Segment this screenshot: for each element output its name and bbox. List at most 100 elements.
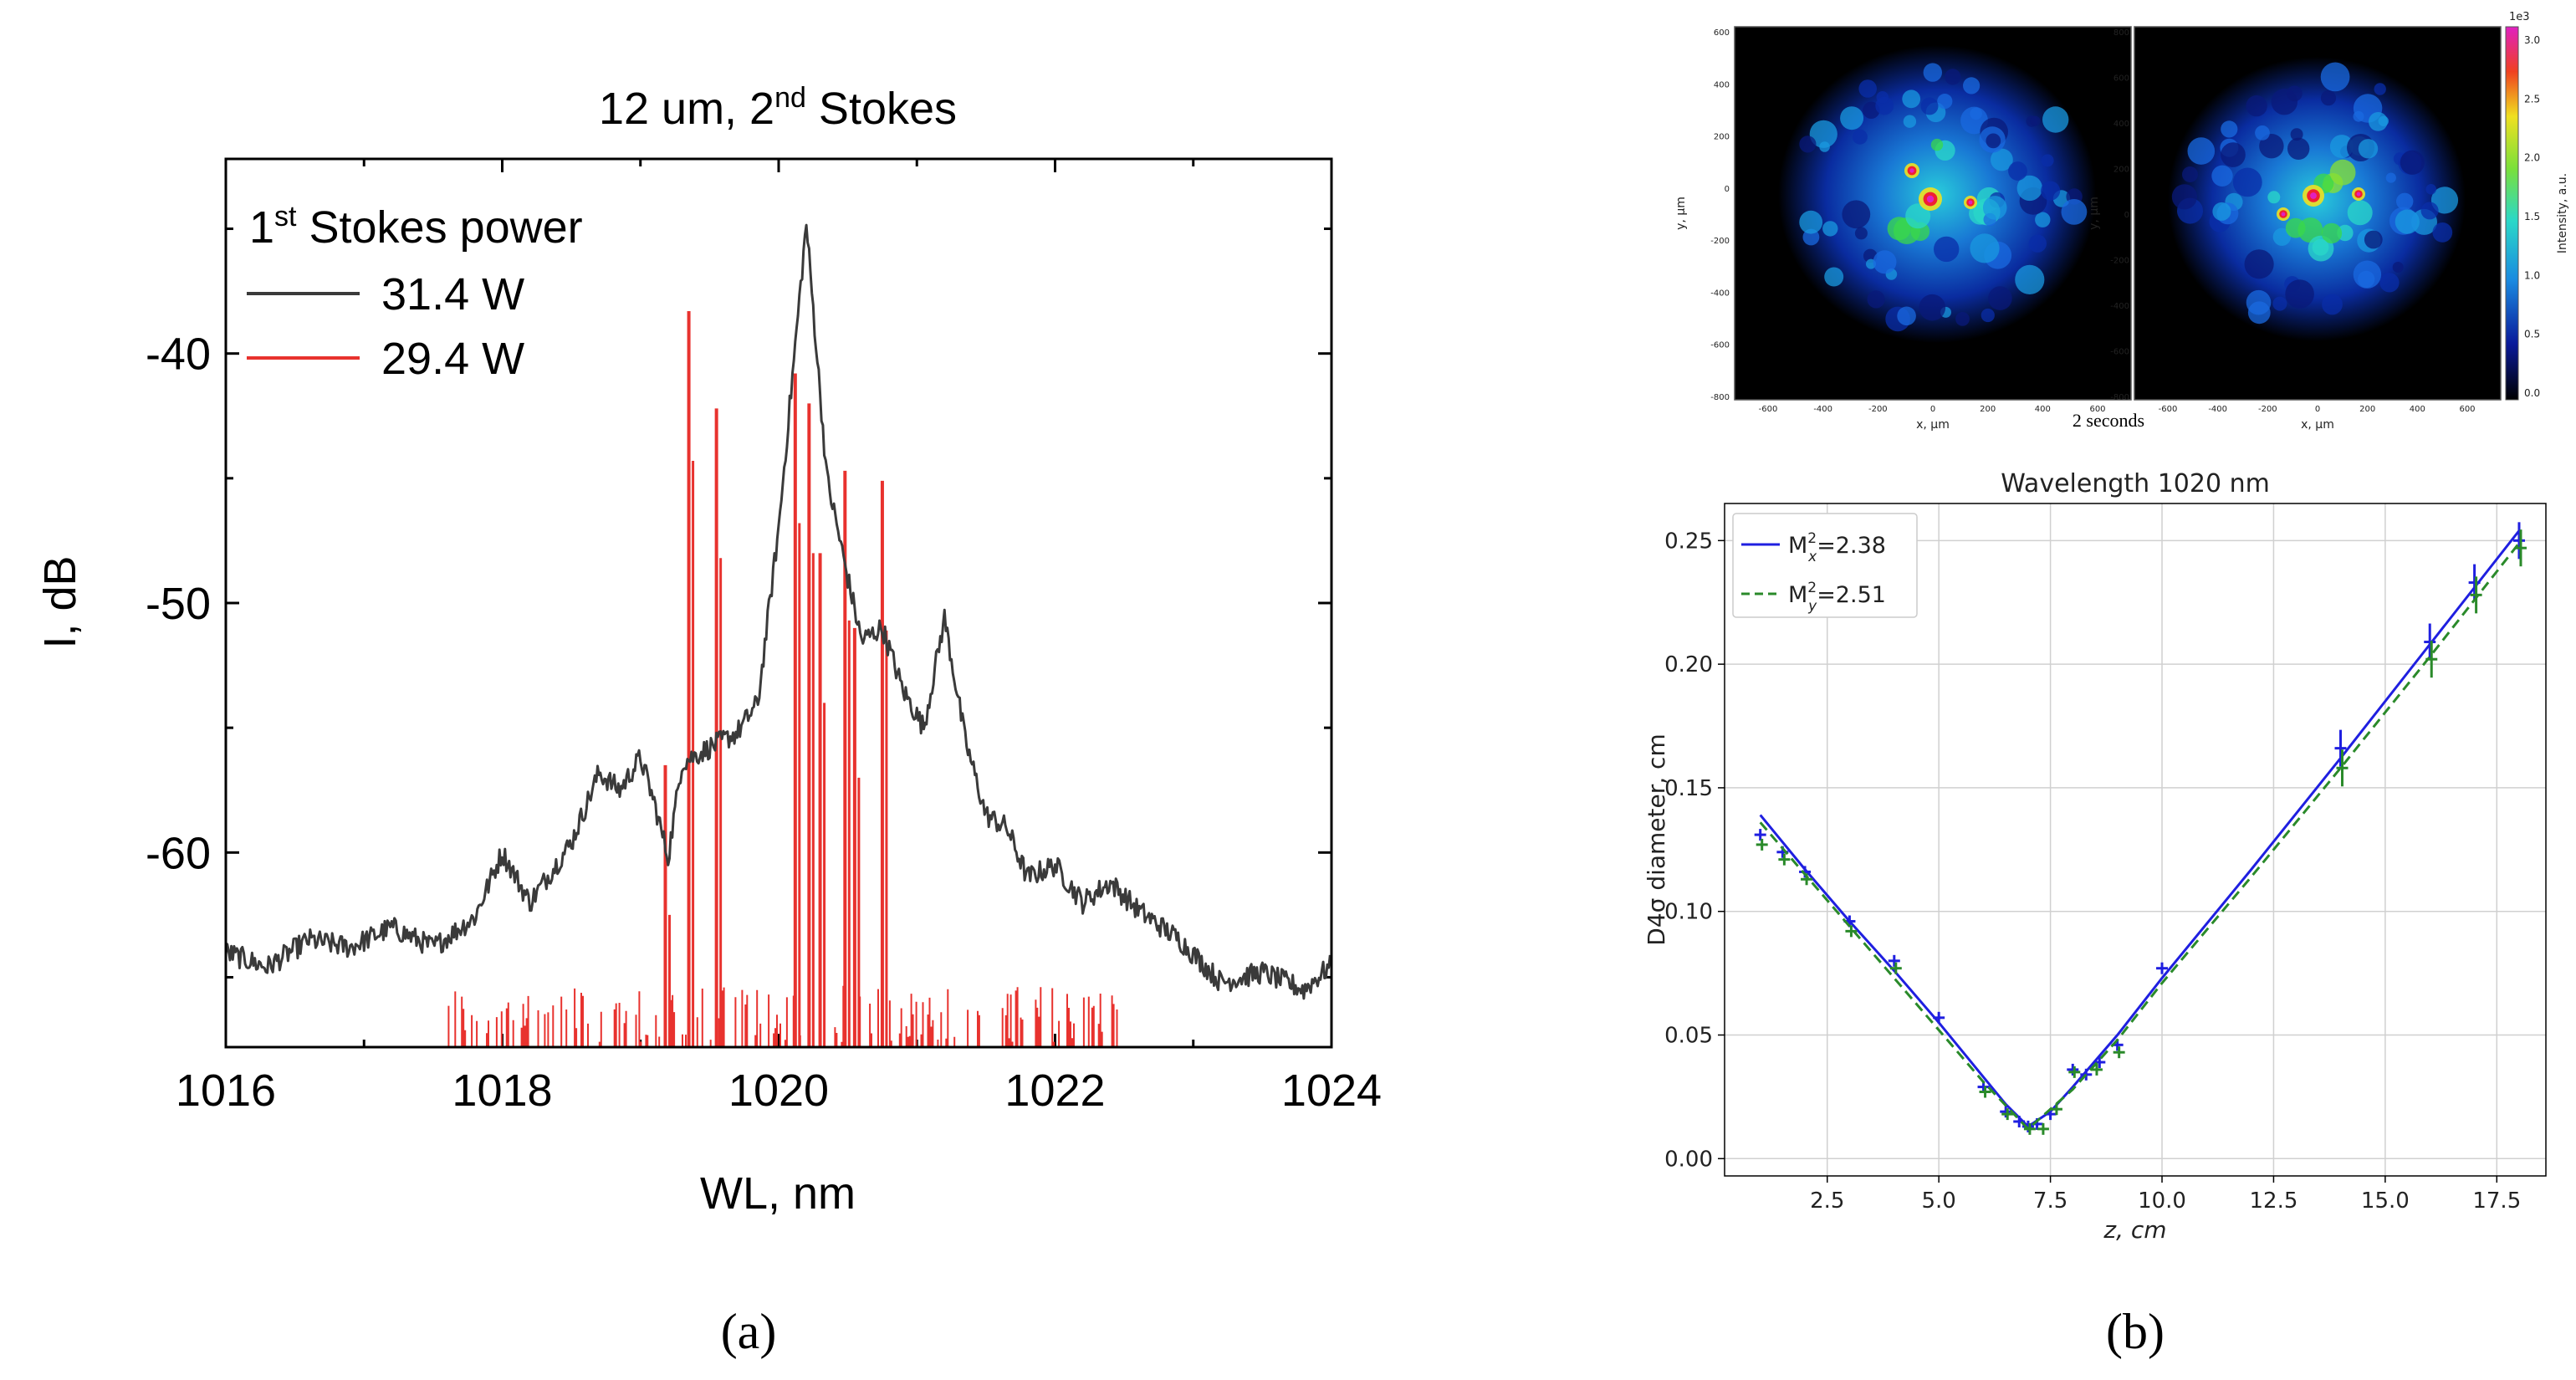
beam-y-tick: -200	[1710, 237, 1730, 246]
legend-label-mx: M2 x=2.38	[1788, 530, 1886, 565]
speckle	[1945, 69, 1961, 85]
speckle	[2430, 187, 2459, 214]
beam-x-tick: 0	[2315, 405, 2320, 414]
beam-image-right: -600 -400 -200 0 200 400 600 800 600 400 200 0 -200 -…	[2088, 26, 2502, 432]
beam-x-tick: 200	[2359, 405, 2375, 414]
colorbar-tick: 2.5	[2524, 93, 2540, 105]
colorbar-tick: 0.0	[2524, 387, 2540, 399]
beam-y-tick: -600	[2110, 348, 2129, 357]
speckle	[2395, 209, 2420, 234]
x-tick-label: 1022	[1004, 1066, 1105, 1116]
panel-b-legend: M2 x=2.38 M2 y=2.51	[1732, 513, 1918, 618]
speckle	[2385, 172, 2396, 183]
beam-x-tick: 200	[1980, 405, 1996, 414]
beam-x-tick: 0	[1930, 405, 1935, 414]
panel-a-label: (a)	[721, 1304, 777, 1359]
speckle	[2320, 90, 2337, 106]
x-tick-label: 1018	[452, 1066, 552, 1116]
speckle	[1842, 200, 1871, 229]
beam-y-tick: -800	[2110, 393, 2129, 402]
speckle	[1970, 233, 2000, 263]
speckle	[2271, 89, 2297, 115]
speckle	[2035, 212, 2051, 227]
fit-line-mx	[1759, 529, 2521, 1128]
beam-y-tick: -400	[1710, 289, 1730, 298]
speckle	[1824, 267, 1844, 287]
colorbar-tick: 1.0	[2524, 269, 2540, 281]
speckle	[1902, 89, 1921, 109]
speckle	[1819, 141, 1830, 152]
speckle	[2379, 273, 2400, 293]
x-tick-label: 15.0	[2361, 1188, 2410, 1214]
colorbar-tick: 0.5	[2524, 329, 2540, 340]
speckle	[2187, 137, 2216, 165]
speckle	[1930, 138, 1944, 151]
colorbar-tick: 3.0	[2524, 34, 2540, 46]
beam-y-tick: 400	[1714, 80, 1730, 89]
speckle	[2041, 181, 2061, 201]
fit-line-my	[1759, 542, 2521, 1131]
speckle	[1920, 97, 1939, 115]
speckle	[1799, 135, 1817, 153]
speckle	[2369, 112, 2388, 131]
panel-b-grid	[1725, 503, 2546, 1176]
beam-y-tick: -400	[2110, 302, 2129, 311]
beam-image-left: -600 -400 -200 0 200 400 600 600 400 200 0 -200 -400…	[1674, 26, 2132, 432]
beam-y-tick: 200	[2113, 166, 2129, 175]
y-tick-label: 0.20	[1664, 652, 1713, 677]
beam-x-tick: -200	[2258, 405, 2277, 414]
speckle	[2329, 159, 2356, 186]
speckle	[1955, 312, 1970, 326]
speckle	[1903, 115, 1917, 128]
beam-x-tick: -400	[2208, 405, 2227, 414]
speckle	[1988, 286, 2012, 310]
panel-b-beam-quality-chart: Wavelength 1020 nm 2.5 5.0 7.5 10.0 12.5 15.0…	[1643, 469, 2547, 1359]
speckle	[1840, 106, 1864, 130]
speckle	[2364, 230, 2383, 249]
speckle	[1919, 294, 1946, 321]
hot-spot-peak	[2281, 212, 2286, 217]
beam-x-tick: 600	[2459, 405, 2475, 414]
panel-b-series	[1754, 522, 2527, 1135]
y-tick-label: 0.15	[1664, 776, 1713, 801]
beam-x-tick: 400	[2035, 405, 2051, 414]
x-tick-label: 10.0	[2138, 1188, 2186, 1214]
speckle	[2255, 125, 2270, 141]
speckle	[2042, 106, 2069, 133]
speckle	[2244, 249, 2274, 279]
y-tick-label: 0.10	[1664, 900, 1713, 925]
speckle	[1822, 221, 1838, 237]
speckle	[2267, 191, 2281, 204]
series-29-4w-noise	[447, 985, 1118, 1047]
speckle	[2358, 139, 2379, 159]
speckle	[1963, 77, 1981, 95]
panel-a-spectrum-chart: 12 um, 2nd Stokes 1016 1018 1020 1022 1024 -4…	[35, 82, 1382, 1359]
beam-caption: 2 seconds	[2073, 410, 2144, 431]
y-tick-label: 0.00	[1664, 1147, 1713, 1172]
speckle	[2246, 289, 2272, 315]
beam-x-tick: 400	[2410, 405, 2425, 414]
beam-y-tick: 800	[2113, 28, 2129, 38]
speckle	[1858, 79, 1877, 98]
speckle	[1934, 236, 1960, 263]
legend-label-my: M2 y=2.51	[1788, 580, 1886, 615]
panel-a-xlabel: WL, nm	[700, 1168, 856, 1219]
beam-y-tick: -200	[2110, 257, 2129, 266]
y-tick-label: -50	[146, 579, 211, 629]
speckle	[1937, 94, 1953, 110]
speckle	[2353, 110, 2364, 122]
speckle	[2347, 200, 2373, 226]
beam-y-tick: 400	[2113, 120, 2129, 129]
speckle	[2232, 167, 2262, 197]
beam-x-tick: -400	[1813, 405, 1832, 414]
beam-y-tick: 600	[1714, 28, 1730, 38]
speckle	[2259, 134, 2284, 159]
speckle	[1854, 227, 1868, 240]
beam-right-xlabel: x, μm	[2301, 418, 2334, 432]
hot-spot-peak	[2310, 192, 2317, 199]
x-tick-label: 12.5	[2250, 1188, 2298, 1214]
colorbar-tick: 1.5	[2524, 211, 2540, 222]
speckle	[2182, 166, 2198, 182]
hot-spot-peak	[1926, 195, 1935, 203]
